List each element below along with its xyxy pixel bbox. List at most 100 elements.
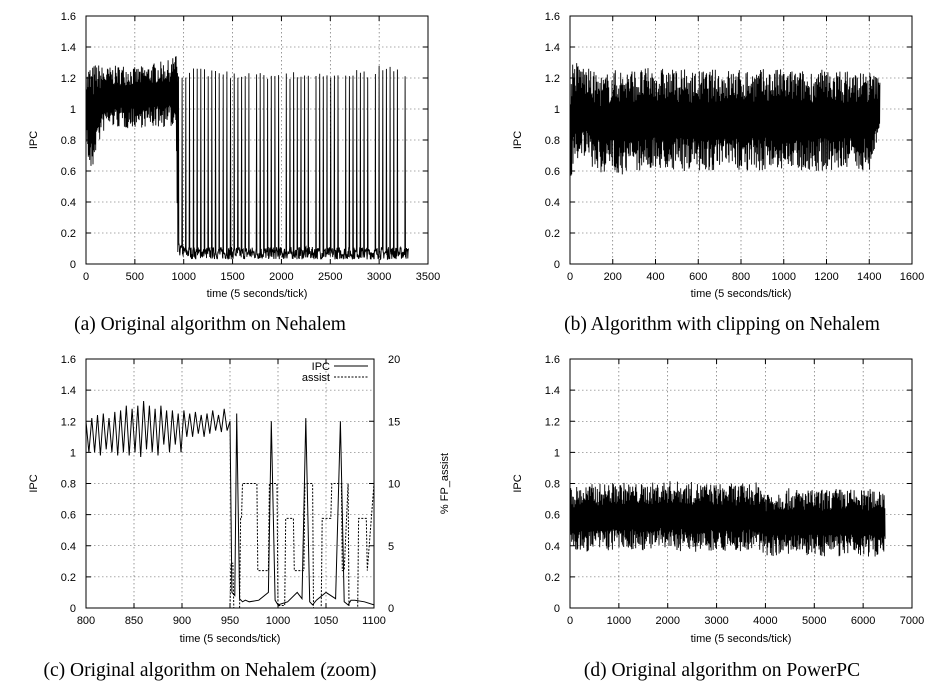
y-axis-label: IPC [512, 131, 524, 149]
x-tick-label: 1500 [220, 271, 244, 283]
y-axis-label: IPC [512, 474, 524, 492]
y-tick-label: 1 [70, 104, 76, 116]
x-tick-label: 1600 [900, 271, 924, 283]
y-tick-label: 0.8 [545, 135, 560, 147]
x-axis-label: time (5 seconds/tick) [207, 288, 308, 300]
x-tick-label: 1400 [857, 271, 881, 283]
y-tick-label: 0.6 [61, 510, 76, 522]
legend-label-assist: assist [302, 372, 330, 384]
x-axis-label: time (5 seconds/tick) [691, 633, 792, 645]
y-tick-label: 0.6 [61, 166, 76, 178]
y2-tick-label: 0 [388, 603, 394, 615]
y2-axis-label: % FP_assist [439, 453, 451, 514]
x-tick-label: 1000 [171, 271, 195, 283]
x-tick-label: 850 [125, 615, 143, 627]
x-axis-label: time (5 seconds/tick) [691, 288, 792, 300]
y-tick-label: 0 [70, 259, 76, 271]
y-tick-label: 1 [70, 447, 76, 459]
x-tick-label: 3000 [704, 615, 728, 627]
x-tick-label: 1100 [362, 615, 386, 627]
y-tick-label: 1.6 [545, 354, 560, 366]
y-tick-label: 0.2 [545, 228, 560, 240]
series-line-ipc [85, 400, 375, 606]
y-tick-label: 0.6 [545, 166, 560, 178]
chart-caption: (d) Original algorithm on PowerPC [584, 660, 860, 681]
chart-a: 0 500 1000 1500 2000 2500 3000 3500 0 0.2 0.4 0.6 0.… [28, 11, 440, 335]
x-tick-label: 6000 [851, 615, 875, 627]
y-tick-label: 1.2 [61, 416, 76, 428]
y-tick-label: 0 [554, 259, 560, 271]
y-tick-label: 0.2 [61, 572, 76, 584]
y-tick-label: 0.2 [61, 228, 76, 240]
y-tick-label: 0.4 [61, 541, 76, 553]
y-tick-label: 1.4 [545, 42, 560, 54]
x-tick-label: 1000 [607, 615, 631, 627]
y-tick-label: 0.2 [545, 572, 560, 584]
chart-caption: (a) Original algorithm on Nehalem [74, 314, 346, 335]
series-line-assist [86, 483, 375, 609]
y-tick-label: 0.4 [61, 197, 76, 209]
chart-caption: (c) Original algorithm on Nehalem (zoom) [43, 660, 376, 681]
legend-label-ipc: IPC [312, 361, 330, 373]
y-tick-label: 1 [554, 104, 560, 116]
x-tick-label: 3000 [367, 271, 391, 283]
y-tick-label: 1.6 [61, 11, 76, 23]
series-line-ipc [569, 481, 886, 557]
x-tick-label: 0 [567, 615, 573, 627]
y-tick-label: 1.2 [545, 73, 560, 85]
plot-frame [569, 15, 913, 265]
chart-c: 800 850 900 950 1000 1050 110000.20.40.60.811.… [28, 354, 451, 681]
y-tick-label: 0 [554, 603, 560, 615]
x-tick-label: 7000 [900, 615, 924, 627]
y-tick-label: 0.8 [61, 479, 76, 491]
y-tick-label: 1.2 [61, 73, 76, 85]
x-tick-label: 1000 [772, 271, 796, 283]
y-tick-label: 0 [70, 603, 76, 615]
x-tick-label: 3500 [416, 271, 440, 283]
y-tick-label: 1.2 [545, 416, 560, 428]
chart-b: 0 200 400 600 800 1000 1200 1400 1600 0 0.2 0.4 0.6 0… [512, 11, 924, 335]
x-tick-label: 2000 [269, 271, 293, 283]
plot-frame [569, 358, 913, 609]
y-tick-label: 0.8 [545, 479, 560, 491]
series-line-ipc [569, 63, 881, 176]
x-tick-label: 1000 [266, 615, 290, 627]
y-tick-label: 0.6 [545, 510, 560, 522]
y-tick-label: 1.6 [61, 354, 76, 366]
y-tick-label: 0.8 [61, 135, 76, 147]
x-tick-label: 950 [221, 615, 239, 627]
x-tick-label: 200 [604, 271, 622, 283]
x-tick-label: 900 [173, 615, 191, 627]
chart-caption: (b) Algorithm with clipping on Nehalem [564, 314, 880, 335]
y-tick-label: 1.4 [61, 42, 76, 54]
x-tick-label: 1200 [814, 271, 838, 283]
y-tick-label: 1.4 [545, 385, 560, 397]
series-line-ipc [85, 56, 409, 261]
y2-tick-label: 10 [388, 479, 400, 491]
x-tick-label: 2500 [318, 271, 342, 283]
x-axis-label: time (5 seconds/tick) [180, 633, 281, 645]
x-tick-label: 400 [646, 271, 664, 283]
x-tick-label: 500 [126, 271, 144, 283]
plot-frame [85, 358, 375, 609]
x-tick-label: 600 [689, 271, 707, 283]
x-tick-label: 0 [567, 271, 573, 283]
y-tick-label: 1.4 [61, 385, 76, 397]
y2-tick-label: 20 [388, 354, 400, 366]
y-tick-label: 1 [554, 447, 560, 459]
x-tick-label: 4000 [753, 615, 777, 627]
x-tick-label: 0 [83, 271, 89, 283]
y-axis-label: IPC [28, 474, 40, 492]
x-tick-label: 800 [732, 271, 750, 283]
y-tick-label: 1.6 [545, 11, 560, 23]
y-tick-label: 0.4 [545, 541, 560, 553]
y-tick-label: 0.4 [545, 197, 560, 209]
x-tick-label: 800 [77, 615, 95, 627]
chart-d: 0 1000 2000 3000 4000 5000 6000 7000 0 0.2 0.4 0.6 0… [512, 354, 924, 681]
y2-tick-label: 15 [388, 416, 400, 428]
plot-frame [85, 15, 429, 265]
x-tick-label: 1050 [314, 615, 338, 627]
y-axis-label: IPC [28, 131, 40, 149]
